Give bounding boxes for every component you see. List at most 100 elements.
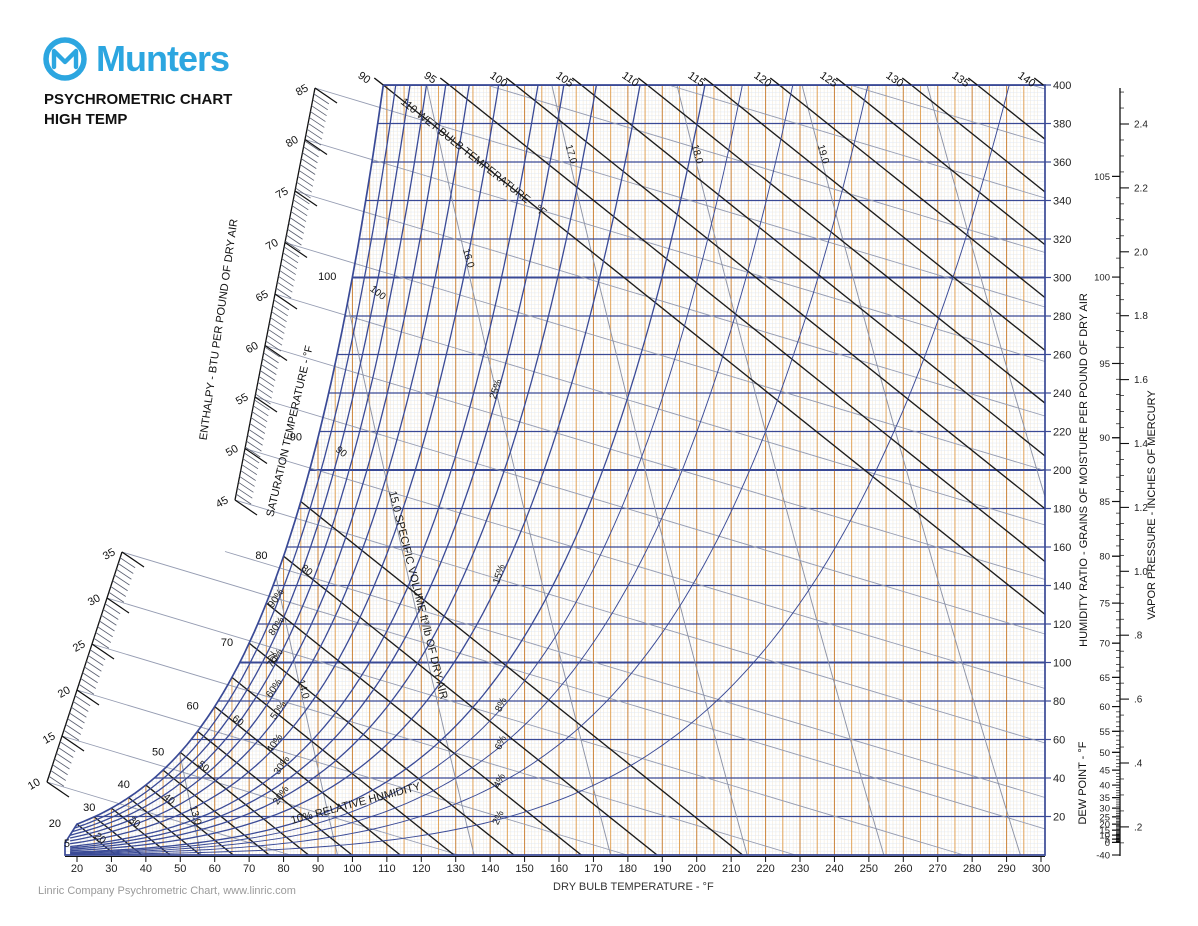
svg-text:50: 50 xyxy=(1099,748,1110,759)
svg-text:1.6: 1.6 xyxy=(1134,375,1148,386)
svg-text:380: 380 xyxy=(1053,119,1071,131)
svg-text:90: 90 xyxy=(1099,433,1110,444)
svg-text:14.0: 14.0 xyxy=(295,678,311,700)
svg-text:6%: 6% xyxy=(493,734,509,752)
svg-text:70: 70 xyxy=(243,863,255,875)
svg-text:15: 15 xyxy=(1099,826,1110,837)
svg-text:.2: .2 xyxy=(1134,822,1143,833)
svg-text:90: 90 xyxy=(290,432,302,444)
svg-text:17.0: 17.0 xyxy=(563,143,579,165)
svg-text:70: 70 xyxy=(221,637,233,649)
svg-text:160: 160 xyxy=(550,863,568,875)
svg-text:280: 280 xyxy=(1053,311,1071,323)
svg-text:5: 5 xyxy=(1105,835,1110,846)
svg-text:25: 25 xyxy=(71,638,88,655)
svg-text:140: 140 xyxy=(1053,581,1071,593)
svg-text:50: 50 xyxy=(174,863,186,875)
svg-text:40: 40 xyxy=(1053,773,1065,785)
svg-text:4%: 4% xyxy=(492,772,508,790)
svg-text:240: 240 xyxy=(1053,388,1071,400)
svg-text:250: 250 xyxy=(860,863,878,875)
svg-text:25: 25 xyxy=(1099,812,1110,823)
svg-text:ENTHALPY - BTU PER POUND OF DR: ENTHALPY - BTU PER POUND OF DRY AIR xyxy=(198,218,241,441)
svg-text:30: 30 xyxy=(86,592,103,609)
svg-text:270: 270 xyxy=(929,863,947,875)
svg-text:100: 100 xyxy=(488,70,510,90)
svg-text:75: 75 xyxy=(274,185,291,202)
svg-text:260: 260 xyxy=(894,863,912,875)
svg-text:130: 130 xyxy=(447,863,465,875)
svg-text:230: 230 xyxy=(791,863,809,875)
svg-text:95: 95 xyxy=(1099,359,1110,370)
svg-text:120: 120 xyxy=(412,863,430,875)
svg-text:320: 320 xyxy=(1053,234,1071,246)
svg-text:65: 65 xyxy=(254,288,271,305)
svg-text:55: 55 xyxy=(234,391,251,408)
svg-text:160: 160 xyxy=(1053,542,1071,554)
svg-text:110: 110 xyxy=(620,70,641,90)
svg-text:210: 210 xyxy=(722,863,740,875)
svg-text:70: 70 xyxy=(1099,639,1110,650)
svg-text:50: 50 xyxy=(152,746,164,758)
chart-title-line1: PSYCHROMETRIC CHART xyxy=(44,91,233,108)
svg-text:190: 190 xyxy=(653,863,671,875)
svg-text:100: 100 xyxy=(368,284,388,303)
chart-title: PSYCHROMETRIC CHART HIGH TEMP xyxy=(44,90,232,130)
svg-text:60: 60 xyxy=(1099,702,1110,713)
svg-text:150: 150 xyxy=(515,863,533,875)
svg-text:30: 30 xyxy=(83,802,95,814)
svg-text:100: 100 xyxy=(1094,273,1110,284)
svg-text:240: 240 xyxy=(825,863,843,875)
svg-text:30: 30 xyxy=(1099,804,1110,815)
svg-text:100: 100 xyxy=(1053,658,1071,670)
svg-text:HUMIDITY RATIO - GRAINS OF MOI: HUMIDITY RATIO - GRAINS OF MOISTURE PER … xyxy=(1078,293,1090,647)
svg-text:1.0: 1.0 xyxy=(1134,567,1148,578)
svg-text:360: 360 xyxy=(1053,157,1071,169)
svg-text:80: 80 xyxy=(277,863,289,875)
svg-text:5: 5 xyxy=(64,838,70,850)
svg-text:15: 15 xyxy=(41,730,58,747)
svg-text:60: 60 xyxy=(186,701,198,713)
svg-text:110: 110 xyxy=(378,863,396,875)
svg-text:95: 95 xyxy=(422,70,439,87)
brand-header: Munters xyxy=(42,36,230,82)
svg-text:85: 85 xyxy=(294,82,311,99)
munters-logo-icon xyxy=(43,37,87,81)
svg-text:.6: .6 xyxy=(1134,695,1143,706)
footer-credit: Linric Company Psychrometric Chart, www.… xyxy=(38,885,296,897)
svg-text:45: 45 xyxy=(214,494,231,511)
chart-title-line2: HIGH TEMP xyxy=(44,111,128,128)
svg-text:40: 40 xyxy=(140,863,152,875)
svg-text:260: 260 xyxy=(1053,350,1071,362)
svg-text:140: 140 xyxy=(481,863,499,875)
svg-text:20: 20 xyxy=(1053,812,1065,824)
svg-text:180: 180 xyxy=(1053,504,1071,516)
svg-text:40: 40 xyxy=(118,779,130,791)
svg-text:1.4: 1.4 xyxy=(1134,439,1148,450)
svg-text:105: 105 xyxy=(554,70,576,90)
svg-text:20: 20 xyxy=(1099,820,1110,831)
svg-text:55: 55 xyxy=(1099,727,1110,738)
svg-text:220: 220 xyxy=(756,863,774,875)
svg-text:85: 85 xyxy=(1099,497,1110,508)
svg-text:80: 80 xyxy=(284,134,301,151)
svg-text:35: 35 xyxy=(101,546,118,563)
svg-text:340: 340 xyxy=(1053,196,1071,208)
svg-text:1.8: 1.8 xyxy=(1134,311,1148,322)
svg-text:16.0: 16.0 xyxy=(460,247,476,269)
x-axis-title: DRY BULB TEMPERATURE - °F xyxy=(553,881,714,893)
svg-text:80: 80 xyxy=(255,550,267,562)
svg-text:65: 65 xyxy=(1099,673,1110,684)
svg-text:18.0: 18.0 xyxy=(689,143,705,165)
svg-text:220: 220 xyxy=(1053,427,1071,439)
svg-text:180: 180 xyxy=(619,863,637,875)
svg-text:300: 300 xyxy=(1032,863,1050,875)
svg-text:400: 400 xyxy=(1053,80,1071,92)
svg-text:35: 35 xyxy=(1099,793,1110,804)
svg-text:50: 50 xyxy=(224,443,241,460)
svg-text:100: 100 xyxy=(343,863,361,875)
svg-text:2.0: 2.0 xyxy=(1134,247,1148,258)
svg-text:VAPOR PRESSURE - INCHES OF MER: VAPOR PRESSURE - INCHES OF MERCURY xyxy=(1146,390,1158,620)
